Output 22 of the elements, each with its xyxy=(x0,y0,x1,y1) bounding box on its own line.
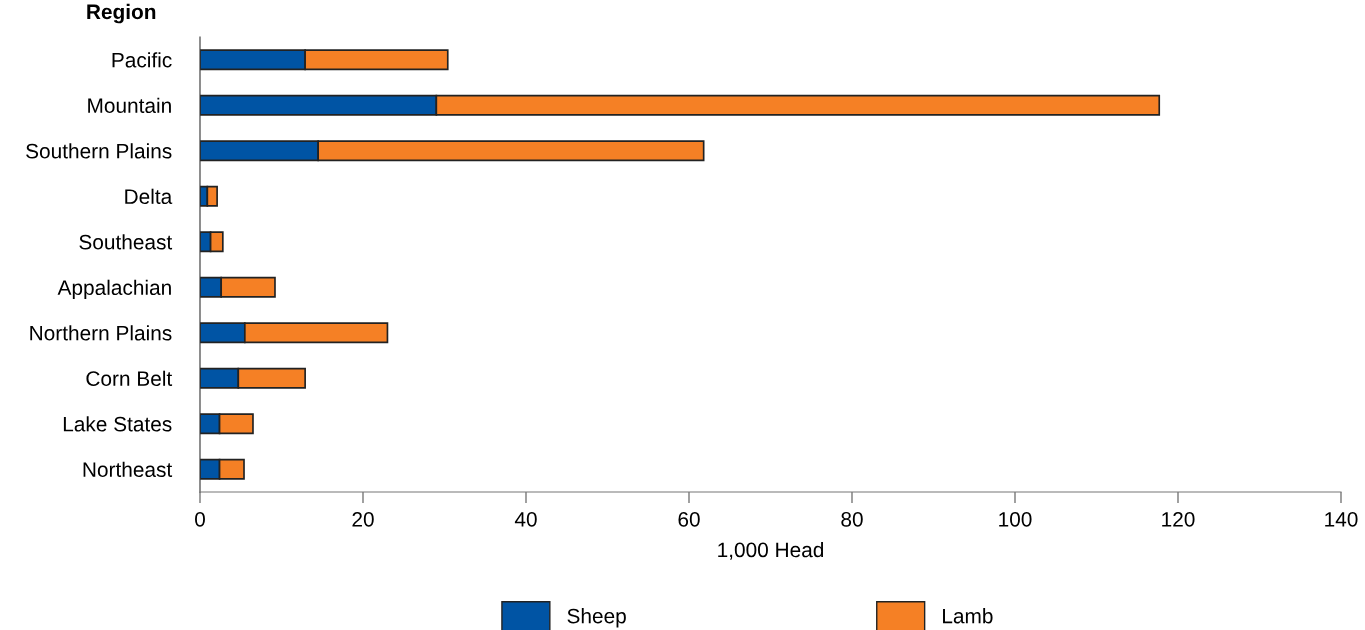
y-tick-label: Appalachian xyxy=(57,279,171,300)
y-tick-label: Northern Plains xyxy=(30,325,172,341)
y-tick-label: Southeast xyxy=(79,234,173,250)
x-tick-label: 60 xyxy=(678,511,700,527)
y-tick-label: Lake States xyxy=(63,416,172,432)
y-tick-label: Southern Plains xyxy=(26,143,172,159)
legend-label: Sheep xyxy=(567,608,626,628)
y-tick-label: Northeast xyxy=(83,461,173,477)
x-tick-label: 0 xyxy=(195,511,205,527)
x-axis-title: 1,000 Head xyxy=(718,541,824,560)
x-tick-label: 120 xyxy=(1162,511,1195,527)
y-tick-label: Pacific xyxy=(112,52,172,68)
y-tick-label: Corn Belt xyxy=(86,370,173,386)
x-tick-label: 80 xyxy=(841,511,863,527)
x-tick-label: 40 xyxy=(514,511,537,527)
x-tick-label: 140 xyxy=(1325,511,1358,527)
legend-label: Lamb xyxy=(943,608,993,624)
y-tick-label: Delta xyxy=(125,188,173,204)
x-tick-label: 100 xyxy=(999,511,1032,527)
y-axis-title: Region xyxy=(87,3,156,24)
y-tick-label: Mountain xyxy=(88,97,171,113)
x-tick-label: 20 xyxy=(352,511,374,527)
